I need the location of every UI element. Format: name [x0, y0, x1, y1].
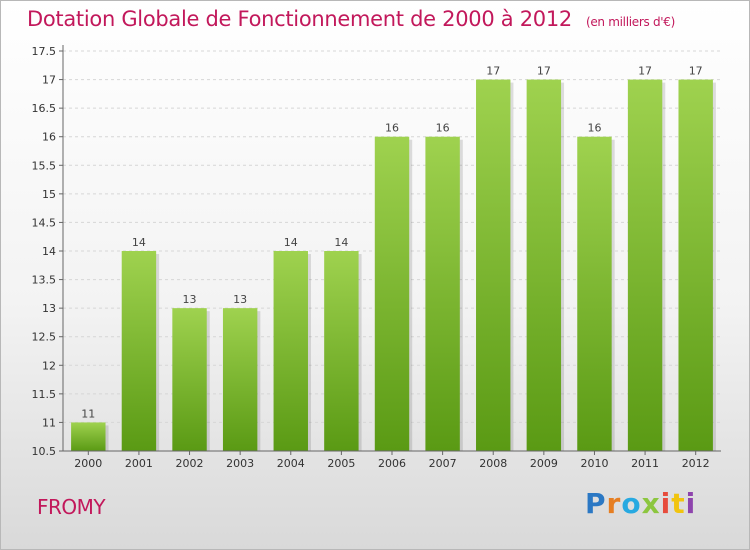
y-tick-label: 11 [42, 416, 56, 429]
bar-value-label: 14 [284, 236, 298, 249]
y-tick-label: 10.5 [32, 445, 57, 458]
bar-2002 [172, 308, 207, 451]
x-tick-label: 2006 [378, 457, 406, 470]
y-tick-label: 15 [42, 188, 56, 201]
bar-2001 [121, 251, 157, 451]
place-name: FROMY [37, 495, 106, 519]
x-tick-label: 2012 [682, 457, 710, 470]
bar-2010 [577, 136, 612, 451]
chart-subtitle: (en milliers d'€) [585, 15, 675, 29]
chart-title-text: Dotation Globale de Fonctionnement de 20… [27, 7, 572, 31]
bar-value-label: 13 [183, 293, 197, 306]
x-tick-label: 2007 [429, 457, 457, 470]
bar-2003 [222, 308, 258, 451]
x-tick-label: 2008 [479, 457, 507, 470]
bar-2005 [324, 251, 359, 451]
bar-value-label: 17 [486, 65, 500, 78]
bar-value-label: 16 [587, 122, 601, 135]
y-tick-label: 14 [42, 245, 56, 258]
bar-value-label: 17 [537, 65, 551, 78]
bar-value-label: 14 [334, 236, 348, 249]
y-tick-label: 17.5 [32, 45, 57, 58]
x-tick-label: 2010 [580, 457, 608, 470]
y-tick-label: 17 [42, 74, 56, 87]
x-tick-label: 2011 [631, 457, 659, 470]
bar-value-label: 13 [233, 293, 247, 306]
bar-2011 [627, 79, 663, 452]
bar-2004 [273, 251, 308, 451]
bar-2008 [476, 79, 511, 452]
y-tick-label: 12.5 [32, 331, 57, 344]
bar-2009 [526, 79, 562, 452]
axes: 10.5 11 11.5 12 12.5 13 13.5 14 14.5 15 15.5 16 16.5… [32, 45, 721, 470]
y-tick-label: 11.5 [32, 388, 57, 401]
x-tick-label: 2001 [125, 457, 153, 470]
y-tick-label: 15.5 [32, 159, 57, 172]
bar-2007 [425, 136, 460, 451]
bar-2000 [71, 422, 106, 451]
y-tick-label: 13 [42, 302, 56, 315]
y-tick-label: 14.5 [32, 216, 57, 229]
proxiti-logo: Proxiti [585, 487, 697, 520]
x-tick-label: 2003 [226, 457, 254, 470]
bar-value-label: 17 [638, 65, 652, 78]
bar-value-label: 11 [81, 407, 95, 420]
bar-value-label: 16 [436, 122, 450, 135]
x-tick-label: 2009 [530, 457, 558, 470]
bar-2006 [374, 136, 410, 451]
bar-value-label: 17 [689, 65, 703, 78]
y-tick-label: 16.5 [32, 102, 57, 115]
y-tick-label: 16 [42, 131, 56, 144]
bar-value-label: 14 [132, 236, 146, 249]
y-tick-label: 13.5 [32, 274, 57, 287]
x-tick-label: 2005 [327, 457, 355, 470]
bar-2012 [678, 79, 713, 452]
x-tick-label: 2004 [277, 457, 305, 470]
x-tick-label: 2002 [176, 457, 204, 470]
x-tick-label: 2000 [74, 457, 102, 470]
chart-title: Dotation Globale de Fonctionnement de 20… [27, 7, 675, 31]
bars: 11 14 13 13 14 14 16 16 17 17 16 17 17 [71, 65, 716, 452]
bar-value-label: 16 [385, 122, 399, 135]
y-tick-label: 12 [42, 359, 56, 372]
